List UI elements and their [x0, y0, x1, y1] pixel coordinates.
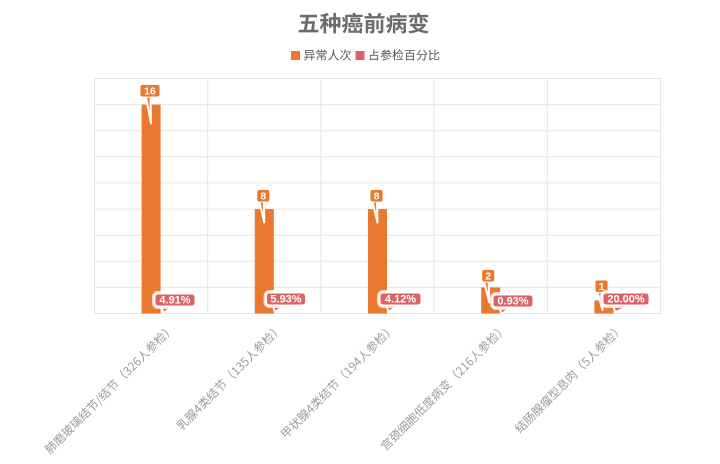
- svg-text:2: 2: [485, 270, 491, 282]
- svg-text:4.91%: 4.91%: [159, 295, 190, 307]
- svg-text:20.00%: 20.00%: [607, 294, 645, 306]
- svg-text:1: 1: [599, 281, 605, 293]
- svg-text:4.12%: 4.12%: [385, 294, 416, 306]
- svg-text:8: 8: [260, 190, 266, 202]
- svg-text:16: 16: [144, 85, 156, 97]
- svg-text:8: 8: [374, 190, 380, 202]
- svg-text:0.93%: 0.93%: [497, 296, 528, 308]
- svg-text:5.93%: 5.93%: [270, 294, 301, 306]
